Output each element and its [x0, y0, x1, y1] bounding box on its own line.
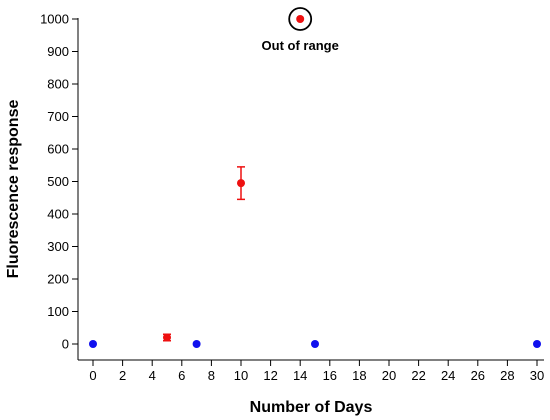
x-tick-label: 2 — [119, 368, 126, 383]
data-point — [296, 15, 305, 23]
annotations: Out of range — [262, 38, 339, 53]
x-tick-label: 28 — [500, 368, 514, 383]
x-tick-label: 8 — [208, 368, 215, 383]
data-point — [89, 340, 97, 348]
x-tick-label: 14 — [293, 368, 307, 383]
y-tick-label: 400 — [47, 207, 69, 222]
data-point — [237, 179, 245, 188]
y-tick-label: 700 — [47, 109, 69, 124]
x-ticks: 0 2 4 6 8 10 12 14 16 18 20 22 24 26 28 30 — [89, 360, 544, 383]
y-tick-label: 200 — [47, 272, 69, 287]
x-tick-label: 4 — [149, 368, 156, 383]
x-tick-label: 16 — [323, 368, 337, 383]
x-tick-label: 20 — [382, 368, 396, 383]
x-tick-label: 30 — [530, 368, 544, 383]
x-tick-label: 0 — [89, 368, 96, 383]
data-point — [163, 333, 171, 342]
x-tick-label: 22 — [411, 368, 425, 383]
data-point — [192, 340, 201, 348]
x-tick-label: 26 — [471, 368, 485, 383]
y-tick-label: 900 — [47, 44, 69, 59]
y-ticks: 0 100 200 300 400 500 600 700 800 900 1000 — [40, 12, 78, 352]
x-axis-title: Number of Days — [250, 399, 373, 416]
y-tick-label: 100 — [47, 304, 69, 319]
y-tick-label: 500 — [47, 174, 69, 189]
highlight-ring — [288, 7, 313, 31]
x-tick-label: 24 — [441, 368, 455, 383]
data-point — [533, 340, 541, 348]
error-bars — [163, 166, 245, 342]
x-tick-label: 12 — [263, 368, 277, 383]
data-point — [311, 340, 319, 348]
y-tick-label: 1000 — [40, 12, 69, 27]
out-of-range-label: Out of range — [262, 38, 339, 53]
x-tick-label: 10 — [234, 368, 248, 383]
y-axis-title: Fluorescence response — [5, 100, 22, 279]
y-tick-label: 300 — [47, 239, 69, 254]
y-tick-label: 600 — [47, 142, 69, 157]
x-tick-label: 18 — [352, 368, 366, 383]
data-points — [89, 7, 541, 348]
x-tick-label: 6 — [178, 368, 185, 383]
y-tick-label: 0 — [62, 337, 69, 352]
y-tick-label: 800 — [47, 77, 69, 92]
axes — [77, 18, 544, 361]
